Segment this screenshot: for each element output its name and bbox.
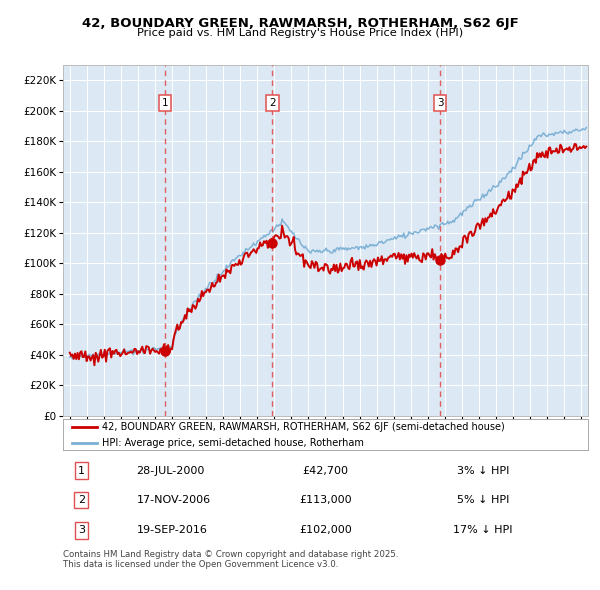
Text: 3: 3 [437, 98, 443, 108]
Text: Contains HM Land Registry data © Crown copyright and database right 2025.
This d: Contains HM Land Registry data © Crown c… [63, 550, 398, 569]
Text: HPI: Average price, semi-detached house, Rotherham: HPI: Average price, semi-detached house,… [103, 438, 364, 448]
Text: £102,000: £102,000 [299, 525, 352, 535]
Text: £113,000: £113,000 [299, 495, 352, 505]
Text: 2: 2 [78, 495, 85, 505]
Text: 3% ↓ HPI: 3% ↓ HPI [457, 466, 509, 476]
Text: 42, BOUNDARY GREEN, RAWMARSH, ROTHERHAM, S62 6JF: 42, BOUNDARY GREEN, RAWMARSH, ROTHERHAM,… [82, 17, 518, 30]
Text: 3: 3 [78, 525, 85, 535]
Text: 17-NOV-2006: 17-NOV-2006 [137, 495, 211, 505]
Text: 19-SEP-2016: 19-SEP-2016 [137, 525, 208, 535]
Text: 5% ↓ HPI: 5% ↓ HPI [457, 495, 509, 505]
Text: 2: 2 [269, 98, 275, 108]
Text: 17% ↓ HPI: 17% ↓ HPI [453, 525, 513, 535]
Text: Price paid vs. HM Land Registry's House Price Index (HPI): Price paid vs. HM Land Registry's House … [137, 28, 463, 38]
Text: 28-JUL-2000: 28-JUL-2000 [137, 466, 205, 476]
Text: 42, BOUNDARY GREEN, RAWMARSH, ROTHERHAM, S62 6JF (semi-detached house): 42, BOUNDARY GREEN, RAWMARSH, ROTHERHAM,… [103, 422, 505, 432]
Text: £42,700: £42,700 [302, 466, 349, 476]
Text: 1: 1 [78, 466, 85, 476]
Text: 1: 1 [161, 98, 168, 108]
